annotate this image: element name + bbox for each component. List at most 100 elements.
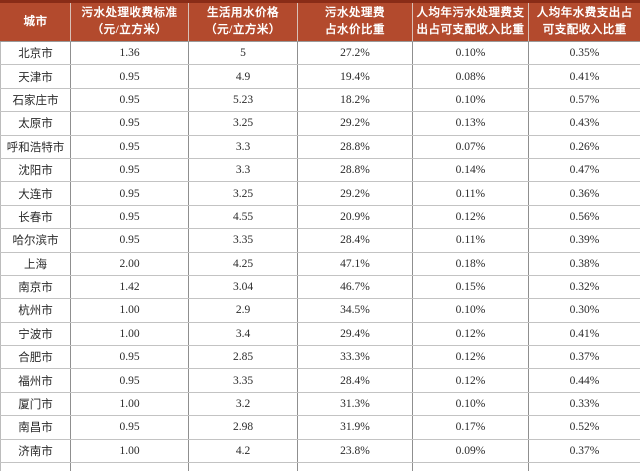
city-cell: 合肥市 [1, 346, 71, 369]
header-label-line: 可支配收入比重 [530, 22, 640, 39]
value-cell: 4.55 [189, 205, 298, 228]
header-label-line: 生活用水价格 [190, 5, 296, 22]
value-cell: 46.7% [298, 275, 413, 298]
header-label-line: 污水处理收费标准 [72, 5, 187, 22]
value-cell: 0.18% [413, 252, 529, 275]
value-cell: 29.4% [298, 322, 413, 345]
city-cell: 南昌市 [1, 416, 71, 439]
value-cell: 28.4% [298, 229, 413, 252]
value-cell: 0.12% [413, 346, 529, 369]
value-cell: 0.26% [529, 135, 640, 158]
table-header-row: 城市污水处理收费标准（元/立方米）生活用水价格（元/立方米）污水处理费占水价比重… [1, 2, 640, 42]
value-cell: 4.25 [189, 252, 298, 275]
empty-clipped-cell [189, 463, 298, 471]
value-cell: 0.95 [71, 88, 189, 111]
value-cell: 23.8% [298, 439, 413, 462]
value-cell: 0.95 [71, 65, 189, 88]
value-cell: 0.37% [529, 439, 640, 462]
empty-clipped-cell [1, 463, 71, 471]
table-header: 城市污水处理收费标准（元/立方米）生活用水价格（元/立方米）污水处理费占水价比重… [1, 2, 640, 42]
city-cell: 呼和浩特市 [1, 135, 71, 158]
value-cell: 0.12% [413, 369, 529, 392]
value-cell: 1.00 [71, 322, 189, 345]
empty-clipped-cell [298, 463, 413, 471]
city-cell: 石家庄市 [1, 88, 71, 111]
value-cell: 0.95 [71, 346, 189, 369]
value-cell: 3.3 [189, 135, 298, 158]
value-cell: 2.00 [71, 252, 189, 275]
value-cell: 0.14% [413, 158, 529, 181]
value-cell: 3.04 [189, 275, 298, 298]
value-cell: 0.32% [529, 275, 640, 298]
value-cell: 0.38% [529, 252, 640, 275]
value-cell: 28.4% [298, 369, 413, 392]
city-cell: 哈尔滨市 [1, 229, 71, 252]
value-cell: 3.2 [189, 392, 298, 415]
value-cell: 0.41% [529, 65, 640, 88]
header-label-line: 污水处理费 [299, 5, 411, 22]
header-cell-water-expense-share-of-income: 人均年水费支出占可支配收入比重 [529, 2, 640, 42]
header-cell-sewage-fee-share-of-price: 污水处理费占水价比重 [298, 2, 413, 42]
value-cell: 29.2% [298, 112, 413, 135]
value-cell: 47.1% [298, 252, 413, 275]
value-cell: 3.25 [189, 112, 298, 135]
header-cell-sewage-fee-standard: 污水处理收费标准（元/立方米） [71, 2, 189, 42]
header-label-line: 出占可支配收入比重 [414, 22, 527, 39]
city-cell: 上海 [1, 252, 71, 275]
value-cell: 0.39% [529, 229, 640, 252]
value-cell: 3.4 [189, 322, 298, 345]
value-cell: 0.10% [413, 299, 529, 322]
value-cell: 1.00 [71, 392, 189, 415]
clipped-partial-row [1, 463, 640, 471]
value-cell: 19.4% [298, 65, 413, 88]
value-cell: 28.8% [298, 158, 413, 181]
empty-clipped-cell [71, 463, 189, 471]
value-cell: 0.56% [529, 205, 640, 228]
value-cell: 4.9 [189, 65, 298, 88]
value-cell: 18.2% [298, 88, 413, 111]
value-cell: 0.43% [529, 112, 640, 135]
value-cell: 5 [189, 42, 298, 65]
city-cell: 天津市 [1, 65, 71, 88]
header-cell-city: 城市 [1, 2, 71, 42]
header-label-line: （元/立方米） [190, 22, 296, 39]
value-cell: 0.37% [529, 346, 640, 369]
value-cell: 1.00 [71, 439, 189, 462]
header-label-line: 人均年水费支出占 [530, 5, 640, 22]
header-cell-domestic-water-price: 生活用水价格（元/立方米） [189, 2, 298, 42]
value-cell: 0.10% [413, 42, 529, 65]
value-cell: 0.30% [529, 299, 640, 322]
empty-clipped-cell [529, 463, 640, 471]
header-label-line: 占水价比重 [299, 22, 411, 39]
value-cell: 0.17% [413, 416, 529, 439]
value-cell: 1.42 [71, 275, 189, 298]
value-cell: 34.5% [298, 299, 413, 322]
value-cell: 0.12% [413, 322, 529, 345]
city-cell: 宁波市 [1, 322, 71, 345]
value-cell: 0.44% [529, 369, 640, 392]
city-cell: 沈阳市 [1, 158, 71, 181]
value-cell: 0.13% [413, 112, 529, 135]
header-label-line: 人均年污水处理费支 [414, 5, 527, 22]
value-cell: 0.11% [413, 182, 529, 205]
city-cell: 厦门市 [1, 392, 71, 415]
value-cell: 28.8% [298, 135, 413, 158]
header-cell-sewage-expense-share-of-income: 人均年污水处理费支出占可支配收入比重 [413, 2, 529, 42]
value-cell: 0.95 [71, 135, 189, 158]
header-label-line: （元/立方米） [72, 22, 187, 39]
value-cell: 0.07% [413, 135, 529, 158]
value-cell: 0.95 [71, 229, 189, 252]
value-cell: 0.95 [71, 369, 189, 392]
value-cell: 20.9% [298, 205, 413, 228]
